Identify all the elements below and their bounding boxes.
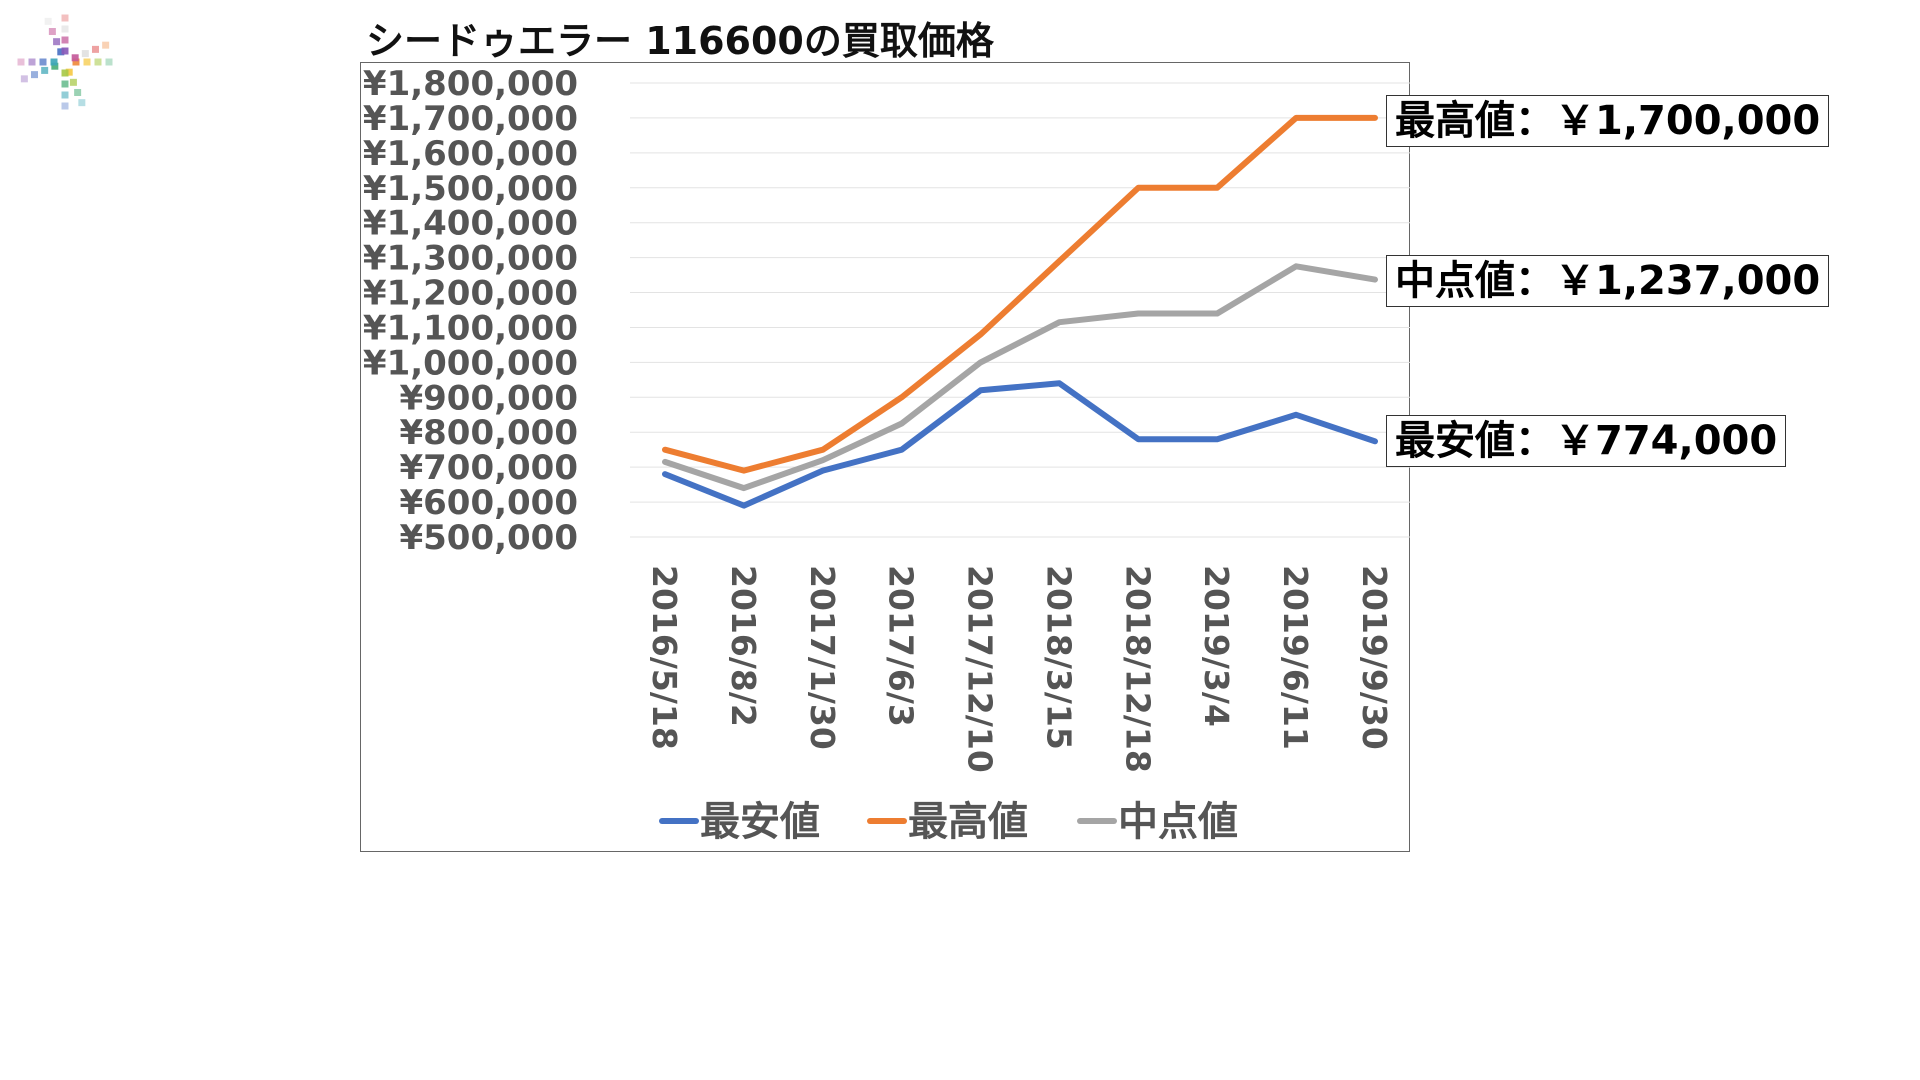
- x-tick-label: 2019/3/4: [1197, 565, 1236, 727]
- logo-square: [31, 71, 39, 79]
- y-tick-label: ¥600,000: [399, 483, 578, 523]
- series-lines: [662, 114, 1378, 509]
- logo-square: [102, 41, 110, 49]
- y-tick-label: ¥1,400,000: [363, 204, 578, 244]
- logo-square: [61, 47, 69, 55]
- y-tick-label: ¥1,500,000: [363, 169, 578, 209]
- max-value-callout: 最高値：￥1,700,000: [1386, 95, 1830, 147]
- mid-value-callout: 中点値：￥1,237,000: [1386, 255, 1830, 307]
- legend-label: 最安値: [700, 799, 820, 845]
- y-axis-ticks: ¥500,000¥600,000¥700,000¥800,000¥900,000…: [363, 64, 578, 558]
- logo-square: [71, 54, 79, 62]
- y-tick-label: ¥1,100,000: [363, 308, 578, 348]
- y-tick-label: ¥500,000: [399, 518, 578, 558]
- x-tick-label: 2019/9/30: [1355, 565, 1394, 750]
- logo-square: [61, 69, 69, 77]
- logo-square: [48, 28, 56, 36]
- y-tick-label: ¥1,700,000: [363, 99, 578, 139]
- y-tick-label: ¥1,600,000: [363, 134, 578, 174]
- y-tick-label: ¥900,000: [399, 378, 578, 418]
- logo-square: [41, 66, 49, 74]
- x-tick-label: 2017/6/3: [882, 565, 921, 727]
- y-tick-label: ¥1,800,000: [363, 64, 578, 104]
- logo-square: [51, 62, 59, 70]
- logo-square: [53, 38, 61, 46]
- x-tick-label: 2018/12/18: [1118, 565, 1157, 773]
- logo-square: [69, 78, 77, 86]
- y-tick-label: ¥700,000: [399, 448, 578, 488]
- logo-square: [105, 58, 113, 66]
- logo-square: [39, 58, 47, 66]
- legend-label: 中点値: [1118, 799, 1238, 845]
- logo-square: [81, 50, 89, 58]
- logo-square: [74, 88, 82, 96]
- legend: 最安値 最高値 中点値: [659, 799, 1238, 845]
- legend-label: 最高値: [908, 799, 1028, 845]
- y-tick-label: ¥800,000: [399, 413, 578, 453]
- color-burst-logo: [17, 14, 113, 110]
- x-tick-label: 2018/3/15: [1039, 565, 1078, 750]
- x-tick-label: 2016/8/2: [724, 565, 763, 727]
- x-tick-label: 2017/1/30: [803, 565, 842, 750]
- logo-square: [91, 45, 99, 53]
- series-line: [662, 263, 1378, 492]
- logo-square: [61, 36, 69, 44]
- x-tick-label: 2017/12/10: [961, 565, 1000, 773]
- logo-square: [44, 17, 52, 25]
- y-tick-label: ¥1,300,000: [363, 239, 578, 279]
- logo-square: [83, 58, 91, 66]
- logo-square: [78, 99, 86, 107]
- x-axis-ticks: 2016/5/18 2016/8/2 2017/1/30 2017/6/3 2017/1…: [645, 565, 1394, 773]
- logo-square: [57, 48, 65, 56]
- y-tick-label: ¥1,200,000: [363, 274, 578, 314]
- logo-square: [20, 75, 28, 83]
- logo-square: [61, 25, 69, 33]
- logo-square: [94, 58, 102, 66]
- x-tick-label: 2019/6/11: [1276, 565, 1315, 750]
- page-title: シードゥエラー 116600の買取価格: [366, 19, 994, 63]
- logo-square: [61, 80, 69, 88]
- logo-square: [28, 58, 36, 66]
- logo-square: [61, 102, 69, 110]
- x-tick-label: 2016/5/18: [645, 565, 684, 750]
- logo-square: [50, 58, 58, 66]
- logo-square: [65, 68, 73, 76]
- logo-square: [61, 14, 69, 22]
- series-line: [662, 380, 1378, 509]
- logo-square: [61, 91, 69, 99]
- logo-square: [72, 58, 80, 66]
- series-line: [662, 114, 1378, 474]
- logo-square: [17, 58, 25, 66]
- min-value-callout: 最安値：￥774,000: [1386, 415, 1787, 467]
- y-tick-label: ¥1,000,000: [363, 343, 578, 383]
